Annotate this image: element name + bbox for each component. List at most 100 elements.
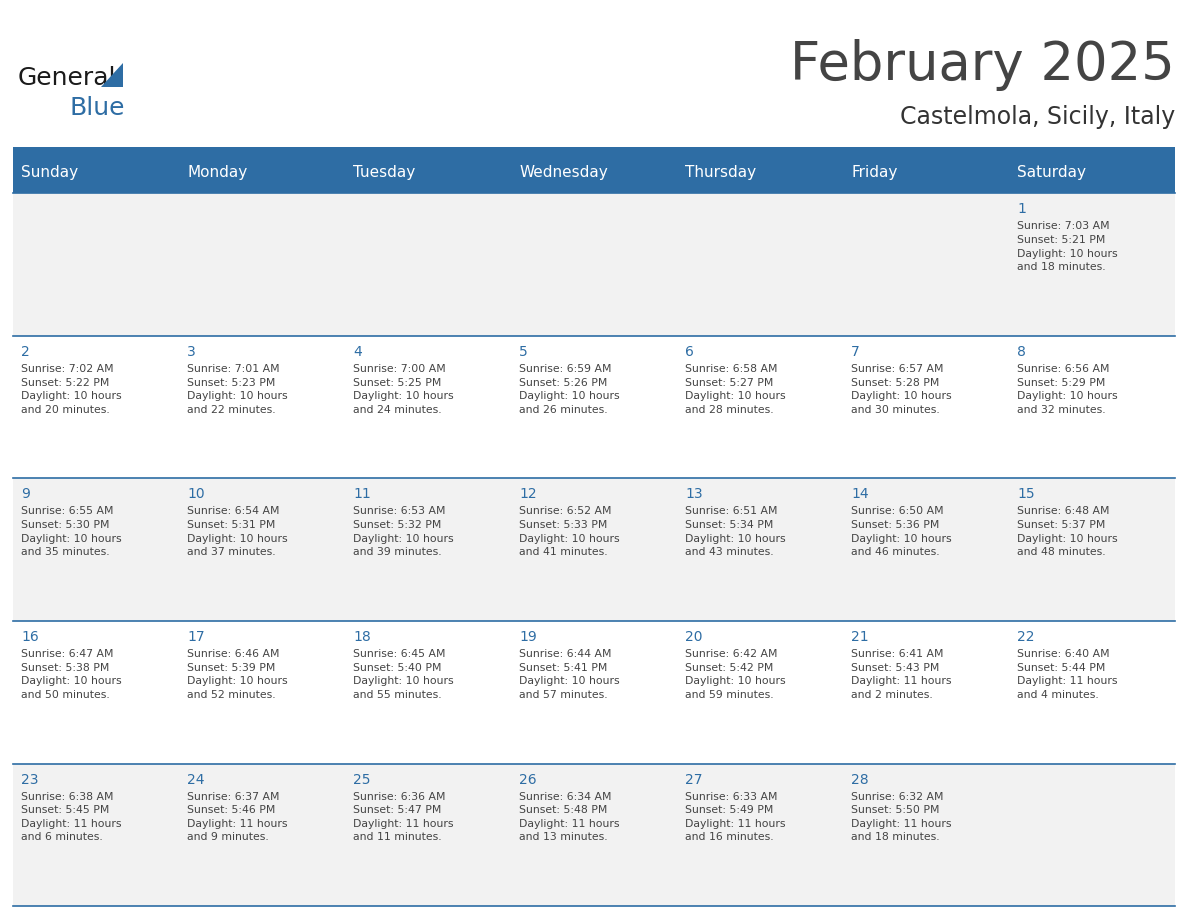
Text: 13: 13	[685, 487, 703, 501]
Text: 21: 21	[852, 630, 868, 644]
Bar	[843, 336, 1009, 478]
Text: Sunday: Sunday	[21, 165, 78, 180]
Text: Sunrise: 7:02 AM
Sunset: 5:22 PM
Daylight: 10 hours
and 20 minutes.: Sunrise: 7:02 AM Sunset: 5:22 PM Dayligh…	[21, 364, 122, 415]
Text: 26: 26	[519, 773, 537, 787]
Text: Sunrise: 7:03 AM
Sunset: 5:21 PM
Daylight: 10 hours
and 18 minutes.: Sunrise: 7:03 AM Sunset: 5:21 PM Dayligh…	[1017, 221, 1118, 273]
Polygon shape	[101, 63, 124, 87]
Text: Sunrise: 7:01 AM
Sunset: 5:23 PM
Daylight: 10 hours
and 22 minutes.: Sunrise: 7:01 AM Sunset: 5:23 PM Dayligh…	[188, 364, 287, 415]
Text: Sunrise: 6:37 AM
Sunset: 5:46 PM
Daylight: 11 hours
and 9 minutes.: Sunrise: 6:37 AM Sunset: 5:46 PM Dayligh…	[188, 791, 287, 843]
Bar	[511, 764, 677, 906]
Text: Sunrise: 6:53 AM
Sunset: 5:32 PM
Daylight: 10 hours
and 39 minutes.: Sunrise: 6:53 AM Sunset: 5:32 PM Dayligh…	[353, 507, 454, 557]
Bar	[1009, 194, 1175, 336]
Text: Sunrise: 6:46 AM
Sunset: 5:39 PM
Daylight: 10 hours
and 52 minutes.: Sunrise: 6:46 AM Sunset: 5:39 PM Dayligh…	[188, 649, 287, 700]
Bar	[843, 621, 1009, 764]
Text: 23: 23	[21, 773, 39, 787]
Text: 9: 9	[21, 487, 30, 501]
Bar	[179, 764, 345, 906]
Bar	[511, 336, 677, 478]
Text: Sunrise: 7:00 AM
Sunset: 5:25 PM
Daylight: 10 hours
and 24 minutes.: Sunrise: 7:00 AM Sunset: 5:25 PM Dayligh…	[353, 364, 454, 415]
Bar	[843, 478, 1009, 621]
Bar	[345, 478, 511, 621]
Text: 12: 12	[519, 487, 537, 501]
Bar	[13, 478, 179, 621]
Text: 15: 15	[1017, 487, 1035, 501]
Bar	[843, 151, 1009, 194]
Text: Sunrise: 6:38 AM
Sunset: 5:45 PM
Daylight: 11 hours
and 6 minutes.: Sunrise: 6:38 AM Sunset: 5:45 PM Dayligh…	[21, 791, 122, 843]
Text: Thursday: Thursday	[685, 165, 757, 180]
Text: Castelmola, Sicily, Italy: Castelmola, Sicily, Italy	[899, 105, 1175, 129]
Text: Sunrise: 6:48 AM
Sunset: 5:37 PM
Daylight: 10 hours
and 48 minutes.: Sunrise: 6:48 AM Sunset: 5:37 PM Dayligh…	[1017, 507, 1118, 557]
Text: Sunrise: 6:36 AM
Sunset: 5:47 PM
Daylight: 11 hours
and 11 minutes.: Sunrise: 6:36 AM Sunset: 5:47 PM Dayligh…	[353, 791, 454, 843]
Bar	[511, 194, 677, 336]
Bar	[511, 621, 677, 764]
Text: 14: 14	[852, 487, 868, 501]
Text: 17: 17	[188, 630, 204, 644]
Text: Sunrise: 6:47 AM
Sunset: 5:38 PM
Daylight: 10 hours
and 50 minutes.: Sunrise: 6:47 AM Sunset: 5:38 PM Dayligh…	[21, 649, 122, 700]
Bar	[179, 151, 345, 194]
Bar	[1009, 621, 1175, 764]
Bar	[677, 336, 843, 478]
Bar	[677, 151, 843, 194]
Text: 10: 10	[188, 487, 204, 501]
Text: 4: 4	[353, 345, 362, 359]
Bar	[179, 194, 345, 336]
Text: 18: 18	[353, 630, 371, 644]
Text: 6: 6	[685, 345, 694, 359]
Bar	[179, 336, 345, 478]
Bar	[511, 478, 677, 621]
Bar	[179, 478, 345, 621]
Bar	[345, 621, 511, 764]
Text: Sunrise: 6:51 AM
Sunset: 5:34 PM
Daylight: 10 hours
and 43 minutes.: Sunrise: 6:51 AM Sunset: 5:34 PM Dayligh…	[685, 507, 786, 557]
Text: 27: 27	[685, 773, 703, 787]
Bar	[1009, 764, 1175, 906]
Text: 1: 1	[1017, 203, 1026, 217]
Text: Monday: Monday	[188, 165, 247, 180]
Text: 16: 16	[21, 630, 39, 644]
Text: Sunrise: 6:33 AM
Sunset: 5:49 PM
Daylight: 11 hours
and 16 minutes.: Sunrise: 6:33 AM Sunset: 5:49 PM Dayligh…	[685, 791, 785, 843]
Text: 24: 24	[188, 773, 204, 787]
Text: 25: 25	[353, 773, 371, 787]
Text: February 2025: February 2025	[790, 39, 1175, 91]
Text: 22: 22	[1017, 630, 1035, 644]
Text: Sunrise: 6:44 AM
Sunset: 5:41 PM
Daylight: 10 hours
and 57 minutes.: Sunrise: 6:44 AM Sunset: 5:41 PM Dayligh…	[519, 649, 620, 700]
Text: 19: 19	[519, 630, 537, 644]
Bar	[179, 621, 345, 764]
Bar	[1009, 478, 1175, 621]
Text: Sunrise: 6:55 AM
Sunset: 5:30 PM
Daylight: 10 hours
and 35 minutes.: Sunrise: 6:55 AM Sunset: 5:30 PM Dayligh…	[21, 507, 122, 557]
Text: Sunrise: 6:40 AM
Sunset: 5:44 PM
Daylight: 11 hours
and 4 minutes.: Sunrise: 6:40 AM Sunset: 5:44 PM Dayligh…	[1017, 649, 1118, 700]
Bar	[677, 478, 843, 621]
Text: Sunrise: 6:34 AM
Sunset: 5:48 PM
Daylight: 11 hours
and 13 minutes.: Sunrise: 6:34 AM Sunset: 5:48 PM Dayligh…	[519, 791, 620, 843]
Text: Sunrise: 6:42 AM
Sunset: 5:42 PM
Daylight: 10 hours
and 59 minutes.: Sunrise: 6:42 AM Sunset: 5:42 PM Dayligh…	[685, 649, 786, 700]
Text: Sunrise: 6:54 AM
Sunset: 5:31 PM
Daylight: 10 hours
and 37 minutes.: Sunrise: 6:54 AM Sunset: 5:31 PM Dayligh…	[188, 507, 287, 557]
Bar	[677, 194, 843, 336]
Text: 11: 11	[353, 487, 371, 501]
Bar	[13, 621, 179, 764]
Bar	[511, 151, 677, 194]
Text: Friday: Friday	[852, 165, 898, 180]
Bar	[345, 194, 511, 336]
Bar	[677, 621, 843, 764]
Text: Sunrise: 6:57 AM
Sunset: 5:28 PM
Daylight: 10 hours
and 30 minutes.: Sunrise: 6:57 AM Sunset: 5:28 PM Dayligh…	[852, 364, 952, 415]
Text: 3: 3	[188, 345, 196, 359]
Text: Blue: Blue	[70, 96, 126, 120]
Bar	[13, 336, 179, 478]
Text: Sunrise: 6:50 AM
Sunset: 5:36 PM
Daylight: 10 hours
and 46 minutes.: Sunrise: 6:50 AM Sunset: 5:36 PM Dayligh…	[852, 507, 952, 557]
Bar	[1009, 336, 1175, 478]
Bar	[677, 764, 843, 906]
Text: 7: 7	[852, 345, 860, 359]
Bar	[13, 147, 1175, 151]
Text: Sunrise: 6:58 AM
Sunset: 5:27 PM
Daylight: 10 hours
and 28 minutes.: Sunrise: 6:58 AM Sunset: 5:27 PM Dayligh…	[685, 364, 786, 415]
Text: Sunrise: 6:32 AM
Sunset: 5:50 PM
Daylight: 11 hours
and 18 minutes.: Sunrise: 6:32 AM Sunset: 5:50 PM Dayligh…	[852, 791, 952, 843]
Text: Sunrise: 6:41 AM
Sunset: 5:43 PM
Daylight: 11 hours
and 2 minutes.: Sunrise: 6:41 AM Sunset: 5:43 PM Dayligh…	[852, 649, 952, 700]
Text: 28: 28	[852, 773, 868, 787]
Bar	[345, 764, 511, 906]
Bar	[345, 151, 511, 194]
Bar	[345, 336, 511, 478]
Text: Tuesday: Tuesday	[353, 165, 416, 180]
Text: Sunrise: 6:45 AM
Sunset: 5:40 PM
Daylight: 10 hours
and 55 minutes.: Sunrise: 6:45 AM Sunset: 5:40 PM Dayligh…	[353, 649, 454, 700]
Text: General: General	[18, 66, 116, 90]
Text: Sunrise: 6:59 AM
Sunset: 5:26 PM
Daylight: 10 hours
and 26 minutes.: Sunrise: 6:59 AM Sunset: 5:26 PM Dayligh…	[519, 364, 620, 415]
Text: Wednesday: Wednesday	[519, 165, 608, 180]
Text: 2: 2	[21, 345, 30, 359]
Text: 5: 5	[519, 345, 527, 359]
